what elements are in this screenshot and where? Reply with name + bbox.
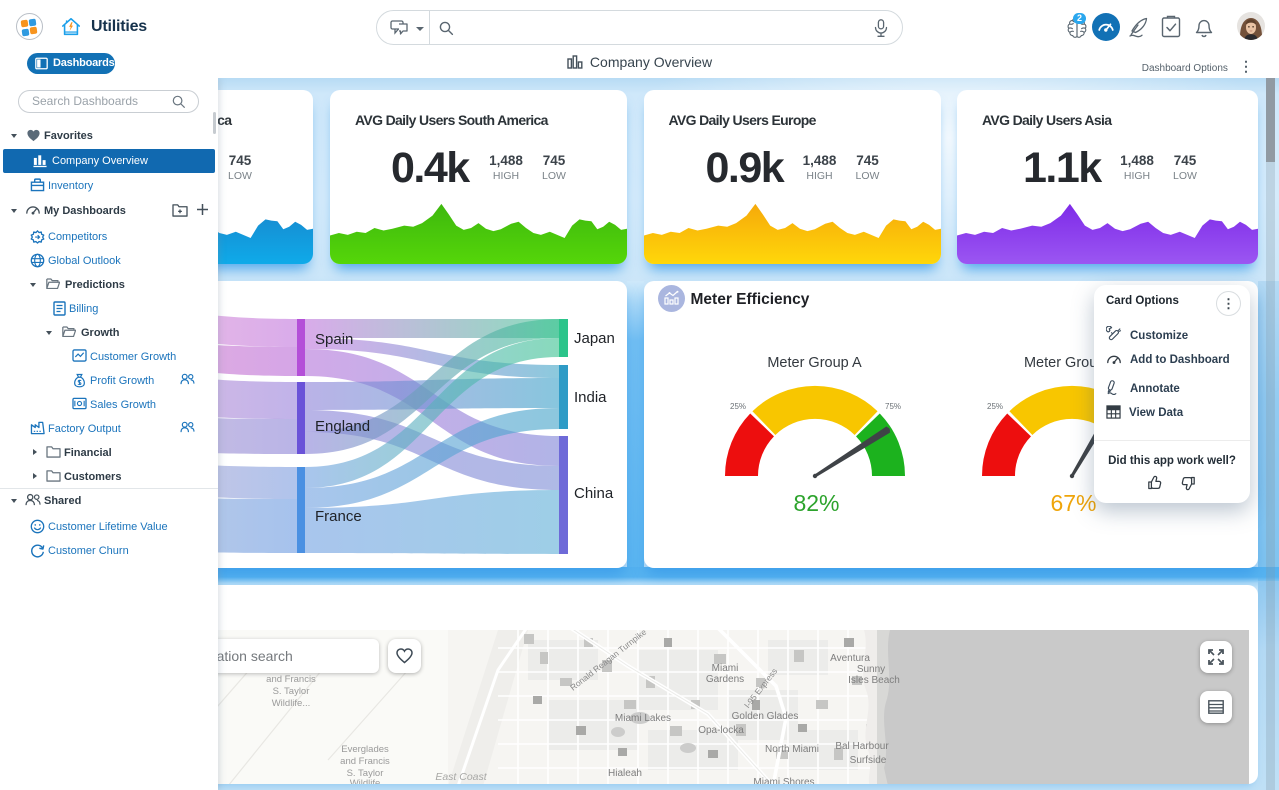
- svg-text:Hialeah: Hialeah: [608, 768, 642, 779]
- svg-text:Japan: Japan: [574, 330, 615, 347]
- svg-text:25%: 25%: [730, 402, 746, 411]
- svg-text:England: England: [315, 418, 370, 435]
- svg-text:Everglades: Everglades: [341, 744, 389, 755]
- svg-text:France: France: [315, 508, 362, 525]
- svg-text:Wildlife: Wildlife: [350, 778, 381, 784]
- svg-text:Surfside: Surfside: [850, 755, 887, 766]
- svg-text:and Francis: and Francis: [266, 674, 316, 685]
- svg-text:Golden Glades: Golden Glades: [732, 711, 799, 722]
- svg-text:Spain: Spain: [315, 331, 353, 348]
- svg-text:Gardens: Gardens: [706, 674, 744, 685]
- svg-text:Miami Shores: Miami Shores: [753, 777, 814, 784]
- svg-text:Sunny: Sunny: [857, 664, 885, 675]
- svg-text:25%: 25%: [987, 402, 1003, 411]
- svg-text:Wildlife...: Wildlife...: [272, 698, 311, 709]
- svg-text:75%: 75%: [885, 402, 901, 411]
- svg-text:North Miami: North Miami: [765, 744, 819, 755]
- svg-text:S. Taylor: S. Taylor: [347, 768, 384, 779]
- svg-text:S. Taylor: S. Taylor: [273, 686, 310, 697]
- svg-text:and Francis: and Francis: [340, 756, 390, 767]
- svg-text:Opa-locka: Opa-locka: [698, 725, 744, 736]
- svg-text:Miami: Miami: [712, 663, 739, 674]
- svg-text:Miami Lakes: Miami Lakes: [615, 713, 671, 724]
- svg-text:India: India: [574, 389, 607, 406]
- svg-text:China: China: [574, 485, 614, 502]
- svg-text:Bal Harbour: Bal Harbour: [835, 741, 889, 752]
- svg-text:Isles Beach: Isles Beach: [848, 675, 900, 686]
- svg-text:East Coast: East Coast: [435, 771, 487, 783]
- svg-text:Aventura: Aventura: [830, 653, 870, 664]
